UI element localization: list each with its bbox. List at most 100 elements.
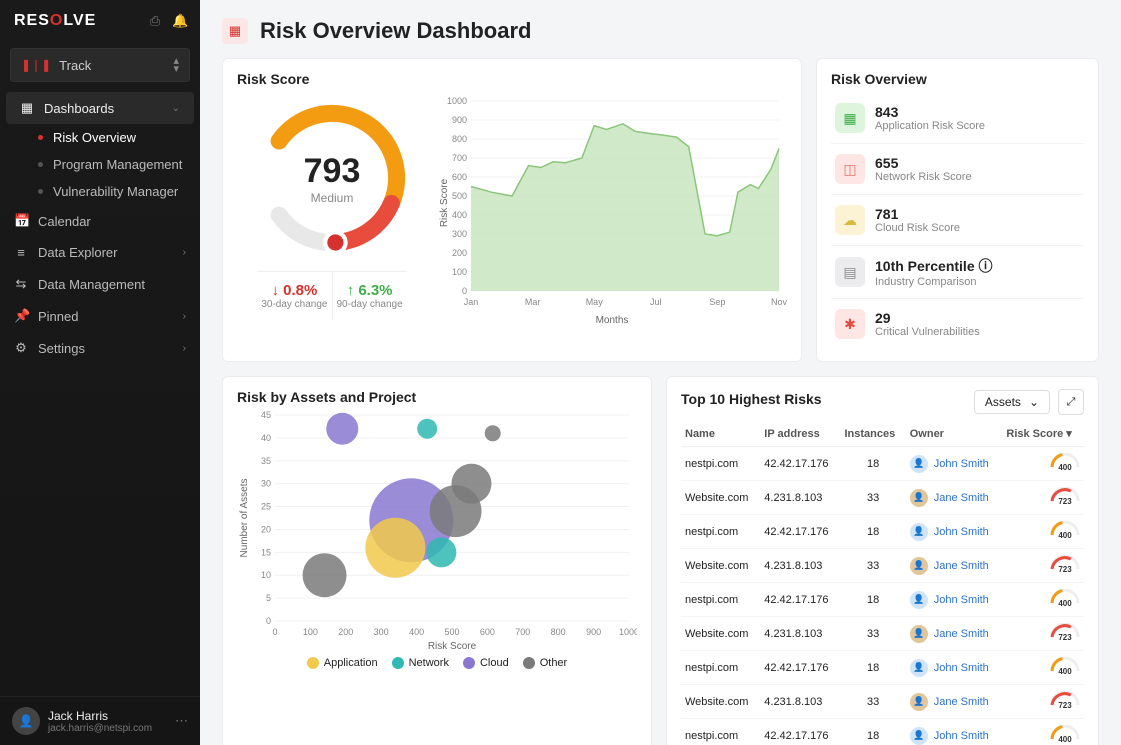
overview-icon: ▦ (835, 103, 865, 133)
table-header[interactable]: IP address (760, 421, 840, 447)
page-title-row: ▦ Risk Overview Dashboard (222, 18, 1099, 44)
svg-text:300: 300 (374, 627, 389, 637)
grid-icon: ▦ (20, 100, 34, 116)
table-header[interactable]: Name (681, 421, 760, 447)
sidebar-item-settings[interactable]: ⚙Settings› (0, 332, 200, 364)
user-bar[interactable]: 👤 Jack Harris jack.harris@netspi.com ⋯ (0, 696, 200, 745)
overview-item[interactable]: ▦843Application Risk Score (831, 93, 1084, 143)
avatar: 👤 (12, 707, 40, 735)
bullet-icon (38, 135, 43, 140)
svg-text:40: 40 (261, 433, 271, 443)
avatar-icon: 👤 (910, 693, 928, 711)
svg-text:100: 100 (452, 267, 467, 277)
change-30: ↓ 0.8% 30-day change (257, 272, 331, 320)
user-email: jack.harris@netspi.com (48, 723, 152, 734)
expand-button[interactable]: ⤢ (1058, 389, 1084, 415)
owner-cell[interactable]: 👤Jane Smith (910, 557, 999, 575)
page-title: Risk Overview Dashboard (260, 18, 531, 44)
svg-text:Mar: Mar (525, 297, 541, 307)
svg-text:Jul: Jul (650, 297, 662, 307)
risks-table: NameIP addressInstancesOwnerRisk Score ▾… (681, 421, 1084, 745)
legend-item[interactable]: Network (392, 657, 449, 669)
sidebar-item-risk-overview[interactable]: Risk Overview (30, 124, 200, 151)
svg-text:30: 30 (261, 479, 271, 489)
sidebar-item-vulnerability-manager[interactable]: Vulnerability Manager (30, 178, 200, 205)
overview-item[interactable]: ◫655Network Risk Score (831, 143, 1084, 194)
data explorer-icon: ≡ (14, 245, 28, 260)
svg-text:May: May (586, 297, 604, 307)
brand-logo: RESOLVE (14, 12, 96, 30)
svg-text:35: 35 (261, 456, 271, 466)
table-row[interactable]: nestpi.com42.42.17.17618👤John Smith400 (681, 719, 1084, 745)
calendar-icon: 📅 (14, 213, 28, 229)
svg-text:Nov: Nov (771, 297, 787, 307)
table-header[interactable]: Risk Score ▾ (1002, 421, 1084, 447)
more-icon[interactable]: ⋯ (175, 713, 188, 729)
svg-text:900: 900 (586, 627, 601, 637)
svg-text:0: 0 (266, 616, 271, 626)
table-row[interactable]: Website.com4.231.8.10333👤Jane Smith723 (681, 617, 1084, 651)
table-row[interactable]: Website.com4.231.8.10333👤Jane Smith723 (681, 549, 1084, 583)
svg-text:0: 0 (462, 286, 467, 296)
overview-item[interactable]: ☁781Cloud Risk Score (831, 194, 1084, 245)
legend-item[interactable]: Other (523, 657, 568, 669)
track-label: Track (59, 58, 91, 73)
svg-text:200: 200 (338, 627, 353, 637)
svg-text:800: 800 (551, 627, 566, 637)
table-row[interactable]: Website.com4.231.8.10333👤Jane Smith723 (681, 481, 1084, 515)
owner-cell[interactable]: 👤Jane Smith (910, 693, 999, 711)
owner-cell[interactable]: 👤John Smith (910, 591, 999, 609)
table-row[interactable]: nestpi.com42.42.17.17618👤John Smith400 (681, 651, 1084, 685)
track-selector[interactable]: ❚❘❚ Track ▴▾ (10, 48, 190, 82)
svg-text:300: 300 (452, 229, 467, 239)
user-name: Jack Harris (48, 709, 152, 723)
bubble-title: Risk by Assets and Project (237, 389, 637, 405)
bubble-legend: Application Network Cloud Other (237, 657, 637, 669)
table-header[interactable]: Owner (906, 421, 1003, 447)
bell-icon[interactable]: 🔔 (172, 13, 186, 29)
chevron-right-icon: › (183, 311, 186, 322)
chevron-right-icon: › (183, 247, 186, 258)
print-icon[interactable]: ⎙ (148, 13, 162, 29)
sidebar-item-calendar[interactable]: 📅Calendar (0, 205, 200, 237)
svg-text:400: 400 (452, 210, 467, 220)
svg-text:400: 400 (409, 627, 424, 637)
risk-score-gauge: 723 (1050, 555, 1080, 573)
table-row[interactable]: nestpi.com42.42.17.17618👤John Smith400 (681, 447, 1084, 481)
chevron-down-icon: ⌄ (1029, 395, 1039, 409)
sidebar-item-program-management[interactable]: Program Management (30, 151, 200, 178)
risk-score-gauge: 723 (1050, 623, 1080, 641)
overview-item[interactable]: ▤10th Percentile ⓘIndustry Comparison (831, 245, 1084, 298)
legend-item[interactable]: Application (307, 657, 378, 669)
nav-dashboards[interactable]: ▦ Dashboards ⌄ (6, 92, 194, 124)
svg-text:45: 45 (261, 411, 271, 420)
settings-icon: ⚙ (14, 340, 28, 356)
sidebar-item-pinned[interactable]: 📌Pinned› (0, 300, 200, 332)
top-risks-card: Top 10 Highest Risks Assets⌄ ⤢ NameIP ad… (666, 376, 1099, 745)
risk-gauge: 793 Medium (247, 93, 417, 263)
owner-cell[interactable]: 👤Jane Smith (910, 489, 999, 507)
avatar-icon: 👤 (910, 659, 928, 677)
updown-icon: ▴▾ (173, 57, 179, 73)
sidebar-item-data-explorer[interactable]: ≡Data Explorer› (0, 237, 200, 268)
owner-cell[interactable]: 👤John Smith (910, 455, 999, 473)
legend-item[interactable]: Cloud (463, 657, 509, 669)
svg-text:Risk Score: Risk Score (439, 178, 450, 227)
table-row[interactable]: nestpi.com42.42.17.17618👤John Smith400 (681, 515, 1084, 549)
overview-item[interactable]: ✱29Critical Vulnerabilities (831, 298, 1084, 349)
owner-cell[interactable]: 👤John Smith (910, 659, 999, 677)
owner-cell[interactable]: 👤Jane Smith (910, 625, 999, 643)
assets-dropdown[interactable]: Assets⌄ (974, 390, 1050, 414)
track-icon: ❚❘❚ (21, 58, 51, 72)
table-title: Top 10 Highest Risks (681, 391, 822, 407)
table-row[interactable]: Website.com4.231.8.10333👤Jane Smith723 (681, 685, 1084, 719)
table-header[interactable]: Instances (840, 421, 905, 447)
svg-text:5: 5 (266, 593, 271, 603)
owner-cell[interactable]: 👤John Smith (910, 727, 999, 745)
sidebar-item-data-management[interactable]: ⇆Data Management (0, 268, 200, 300)
owner-cell[interactable]: 👤John Smith (910, 523, 999, 541)
svg-text:200: 200 (452, 248, 467, 258)
table-row[interactable]: nestpi.com42.42.17.17618👤John Smith400 (681, 583, 1084, 617)
svg-text:20: 20 (261, 524, 271, 534)
svg-text:900: 900 (452, 115, 467, 125)
